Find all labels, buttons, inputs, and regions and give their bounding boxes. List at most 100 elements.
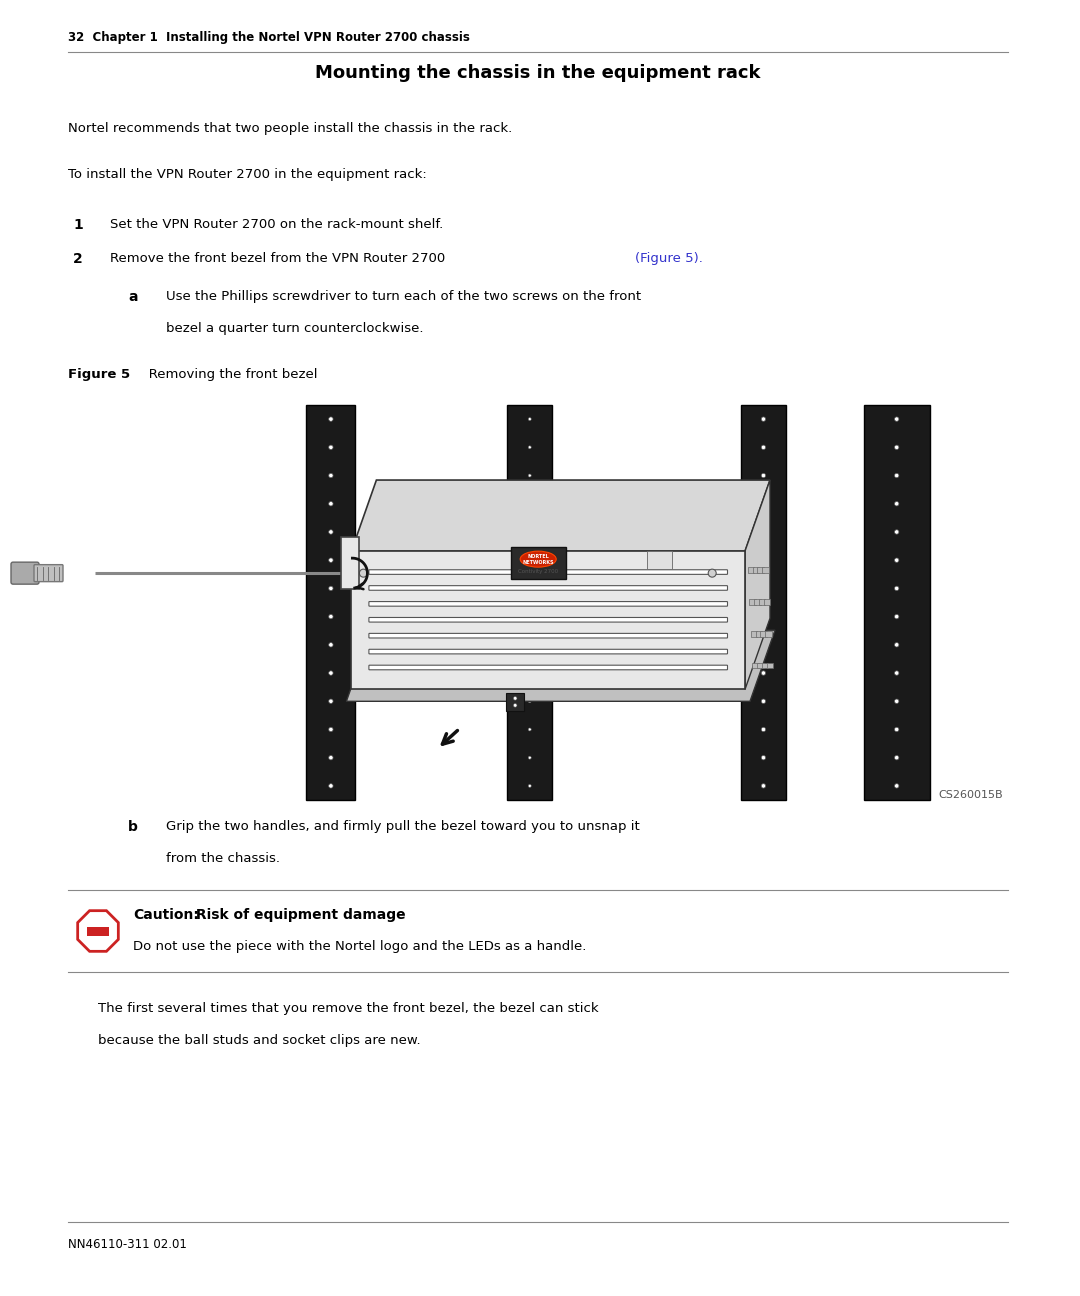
Circle shape — [328, 586, 333, 591]
Text: Grip the two handles, and firmly pull the bezel toward you to unsnap it: Grip the two handles, and firmly pull th… — [166, 820, 639, 833]
Circle shape — [761, 671, 766, 675]
Circle shape — [328, 727, 333, 732]
Circle shape — [328, 699, 333, 704]
FancyBboxPatch shape — [369, 586, 728, 590]
Circle shape — [528, 728, 531, 731]
Polygon shape — [351, 480, 770, 551]
Text: b: b — [129, 820, 138, 835]
Circle shape — [328, 530, 333, 534]
Circle shape — [894, 671, 899, 675]
Circle shape — [328, 784, 333, 788]
Circle shape — [894, 756, 899, 759]
Circle shape — [761, 756, 766, 759]
Bar — [511, 547, 566, 579]
Polygon shape — [753, 568, 759, 573]
FancyBboxPatch shape — [11, 562, 39, 584]
Text: Removing the front bezel: Removing the front bezel — [136, 368, 318, 381]
Text: Caution:: Caution: — [133, 908, 199, 921]
Polygon shape — [765, 631, 771, 636]
Circle shape — [513, 696, 517, 700]
Circle shape — [328, 559, 333, 562]
Polygon shape — [751, 631, 757, 636]
Circle shape — [528, 417, 531, 421]
Text: Mounting the chassis in the equipment rack: Mounting the chassis in the equipment ra… — [315, 64, 760, 82]
Bar — [647, 551, 672, 569]
Polygon shape — [750, 599, 756, 605]
Bar — [87, 927, 109, 936]
Circle shape — [328, 417, 333, 421]
Text: Nortel recommends that two people install the chassis in the rack.: Nortel recommends that two people instal… — [68, 122, 512, 135]
FancyBboxPatch shape — [369, 601, 728, 607]
Bar — [307, 404, 355, 800]
Text: Remove the front bezel from the VPN Router 2700: Remove the front bezel from the VPN Rout… — [110, 251, 449, 264]
Polygon shape — [78, 911, 119, 951]
Text: CS260015B: CS260015B — [939, 791, 1003, 800]
Polygon shape — [757, 662, 764, 669]
Ellipse shape — [521, 551, 556, 568]
Circle shape — [761, 643, 766, 647]
Circle shape — [894, 559, 899, 562]
Text: bezel a quarter turn counterclockwise.: bezel a quarter turn counterclockwise. — [166, 321, 423, 334]
Polygon shape — [754, 599, 760, 605]
Circle shape — [528, 474, 531, 477]
Circle shape — [761, 614, 766, 618]
Circle shape — [528, 446, 531, 448]
Circle shape — [894, 699, 899, 704]
Text: because the ball studs and socket clips are new.: because the ball studs and socket clips … — [98, 1034, 420, 1047]
Polygon shape — [764, 599, 770, 605]
Circle shape — [761, 417, 766, 421]
Text: 32  Chapter 1  Installing the Nortel VPN Router 2700 chassis: 32 Chapter 1 Installing the Nortel VPN R… — [68, 31, 470, 44]
Polygon shape — [757, 568, 764, 573]
Circle shape — [761, 784, 766, 788]
Circle shape — [528, 700, 531, 702]
Text: Risk of equipment damage: Risk of equipment damage — [191, 908, 406, 921]
Circle shape — [761, 586, 766, 591]
Circle shape — [328, 756, 333, 759]
Circle shape — [894, 417, 899, 421]
Polygon shape — [756, 631, 762, 636]
Circle shape — [761, 445, 766, 450]
Circle shape — [761, 473, 766, 478]
Text: from the chassis.: from the chassis. — [166, 851, 280, 864]
Polygon shape — [747, 568, 754, 573]
Text: 1: 1 — [73, 218, 83, 232]
FancyBboxPatch shape — [369, 634, 728, 638]
Text: Do not use the piece with the Nortel logo and the LEDs as a handle.: Do not use the piece with the Nortel log… — [133, 940, 586, 953]
Polygon shape — [762, 568, 769, 573]
FancyBboxPatch shape — [369, 665, 728, 670]
Bar — [507, 693, 524, 712]
Circle shape — [894, 502, 899, 505]
Polygon shape — [753, 662, 759, 669]
Circle shape — [761, 530, 766, 534]
Circle shape — [761, 502, 766, 505]
Circle shape — [528, 671, 531, 674]
Text: To install the VPN Router 2700 in the equipment rack:: To install the VPN Router 2700 in the eq… — [68, 168, 427, 181]
Circle shape — [513, 704, 517, 708]
Bar — [341, 537, 360, 590]
Circle shape — [328, 671, 333, 675]
FancyBboxPatch shape — [369, 649, 728, 654]
Text: a: a — [129, 290, 137, 305]
Circle shape — [761, 559, 766, 562]
Text: 2: 2 — [73, 251, 83, 266]
Text: Set the VPN Router 2700 on the rack-mount shelf.: Set the VPN Router 2700 on the rack-moun… — [110, 218, 443, 231]
Circle shape — [360, 569, 367, 577]
Bar — [864, 404, 930, 800]
Circle shape — [328, 614, 333, 618]
Polygon shape — [745, 480, 770, 689]
Circle shape — [528, 784, 531, 788]
Polygon shape — [760, 631, 767, 636]
Text: Figure 5: Figure 5 — [68, 368, 130, 381]
Circle shape — [894, 643, 899, 647]
Polygon shape — [767, 662, 773, 669]
Circle shape — [328, 502, 333, 505]
Text: Contivity 2700: Contivity 2700 — [518, 569, 558, 574]
Circle shape — [894, 586, 899, 591]
Text: Use the Phillips screwdriver to turn each of the two screws on the front: Use the Phillips screwdriver to turn eac… — [166, 290, 642, 303]
Text: The first several times that you remove the front bezel, the bezel can stick: The first several times that you remove … — [98, 1002, 598, 1015]
Circle shape — [708, 569, 716, 577]
Polygon shape — [347, 630, 775, 701]
FancyBboxPatch shape — [369, 570, 728, 574]
Text: NN46110-311 02.01: NN46110-311 02.01 — [68, 1238, 187, 1251]
Polygon shape — [761, 662, 768, 669]
